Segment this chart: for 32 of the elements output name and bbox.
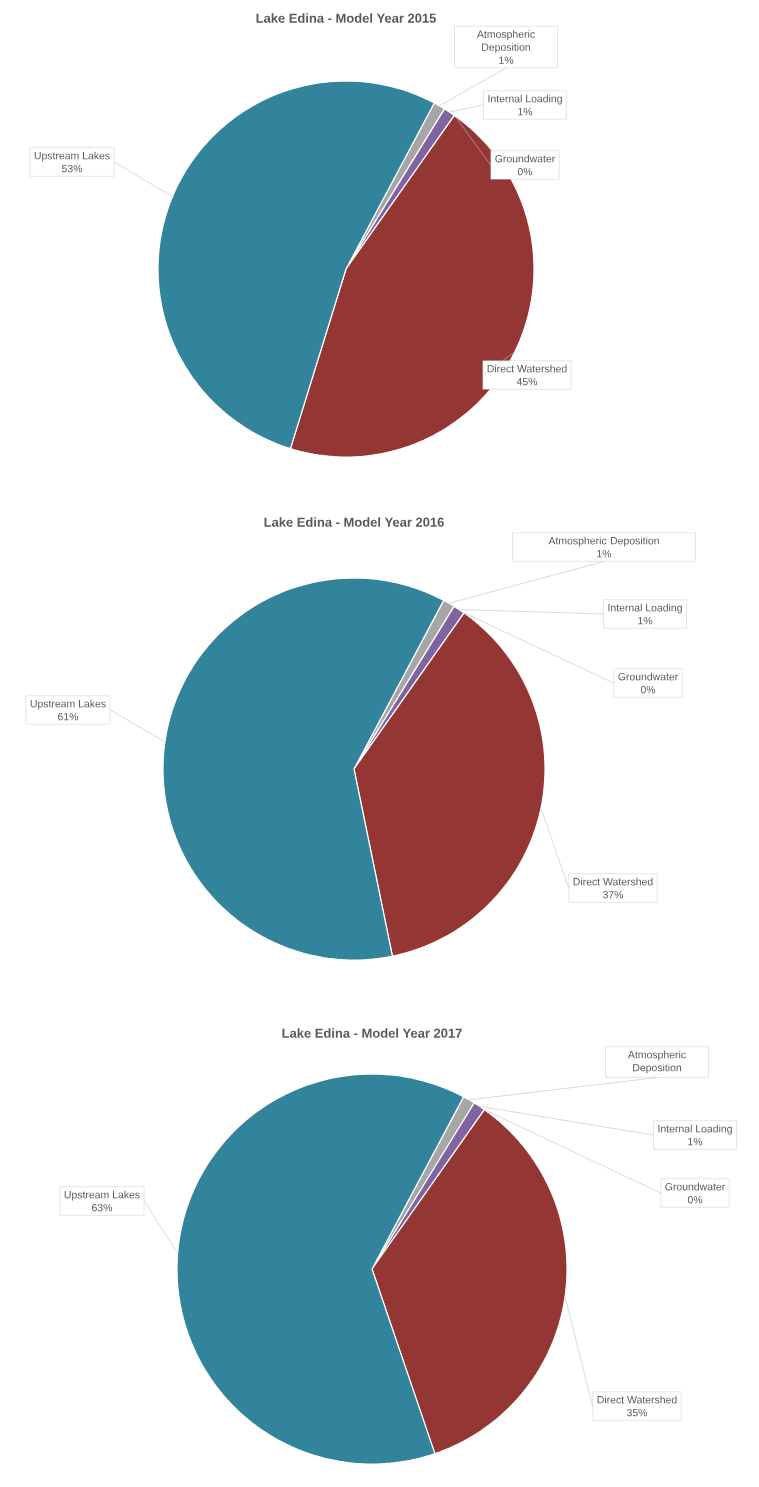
slice-label: Upstream Lakes xyxy=(64,1190,140,1201)
slice-label: Internal Loading xyxy=(488,94,562,105)
data-label: 53% xyxy=(61,164,83,173)
slice-label: Internal Loading xyxy=(608,603,682,614)
slice-label: Upstream Lakes xyxy=(34,151,110,162)
text: 0% xyxy=(687,1195,703,1204)
category-label: Groundwater xyxy=(495,154,556,163)
slice-label: Internal Loading xyxy=(658,1124,732,1135)
data-label: 45% xyxy=(516,377,538,386)
chart-title: Lake Edina - Model Year 2016 xyxy=(264,517,444,527)
data-label: 1% xyxy=(597,550,612,558)
category-label: Groundwater xyxy=(618,672,679,681)
data-label: 1% xyxy=(499,56,514,64)
data-label: 61% xyxy=(58,712,79,721)
data-label: 1% xyxy=(688,1138,703,1146)
chart-title: Lake Edina - Model Year 2017 xyxy=(282,1028,462,1038)
slice-label: Direct Watershed xyxy=(597,1395,677,1404)
slice-label: Direct Watershed xyxy=(487,364,567,373)
slice-label: Direct Watershed xyxy=(573,877,653,886)
data-label: 1% xyxy=(518,107,533,116)
data-label: 37% xyxy=(602,890,624,899)
slice-label: Atmospheric Deposition xyxy=(476,30,535,53)
slice-label: Atmospheric Deposition xyxy=(627,1050,686,1074)
slice-label: Atmospheric Deposition xyxy=(548,536,659,547)
text: 0% xyxy=(517,167,533,176)
text: 0% xyxy=(640,685,656,694)
data-label: 35% xyxy=(626,1408,648,1417)
category-label: Groundwater xyxy=(665,1182,726,1191)
data-label: 1% xyxy=(638,617,653,625)
data-label: 63% xyxy=(92,1203,113,1212)
chart-title: Lake Edina - Model Year 2015 xyxy=(256,13,436,23)
slice-label: Upstream Lakes xyxy=(30,699,106,710)
